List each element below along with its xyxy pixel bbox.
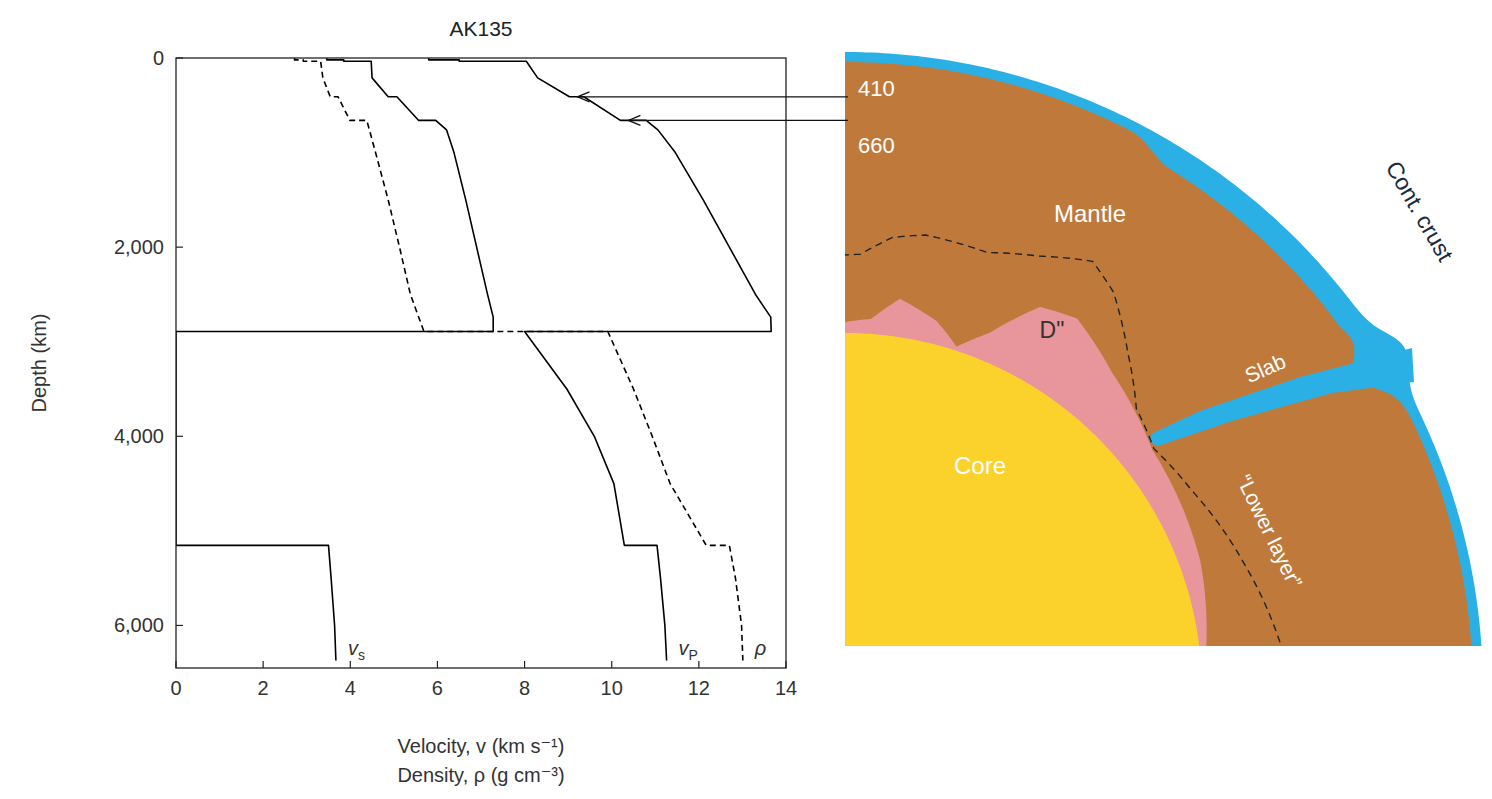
annotation-arrow: [577, 96, 848, 97]
x-tick: [785, 661, 786, 668]
series-line: [429, 58, 771, 661]
annotation-label: 410: [858, 76, 895, 101]
diagram-label: Mantle: [1054, 200, 1126, 227]
chart-title: AK135: [449, 17, 512, 40]
diagram-label: “Lower layer”: [1233, 471, 1307, 591]
annotation-arrowhead: [577, 92, 589, 102]
diagram-label: D": [1040, 317, 1065, 343]
diagram-label: Core: [954, 452, 1006, 479]
plot-frame: [176, 58, 786, 668]
x-axis-title: Velocity, v (km s⁻¹): [398, 735, 565, 757]
y-tick: [176, 436, 183, 437]
chart: AK135 0 2 4 6 8 10 12 14 0 2,000 4,000 6,000 Velocity…: [28, 17, 797, 786]
x-tick-label: 10: [601, 677, 623, 699]
diagram-label: Cont. crust: [1381, 156, 1459, 266]
x-tick: [350, 661, 351, 668]
mantle: [845, 62, 1473, 646]
y-tick: [176, 625, 183, 626]
y-tick: [176, 247, 183, 248]
series-label: vs: [348, 637, 365, 663]
earth-diagram: [845, 52, 1483, 646]
x-tick: [175, 661, 176, 668]
annotation-arrowhead: [628, 115, 640, 125]
annotation-arrow: [628, 120, 848, 121]
core: [845, 333, 1202, 646]
x-tick-label: 12: [688, 677, 710, 699]
x-tick-label: 14: [775, 677, 797, 699]
y-tick-label: 0: [153, 47, 164, 69]
y-tick-label: 2,000: [114, 236, 164, 258]
x-tick: [698, 661, 699, 668]
series-line: [295, 58, 743, 661]
series-label: ρ: [754, 637, 766, 659]
lower-layer-boundary: [845, 235, 1285, 646]
x-tick-label: 4: [345, 677, 356, 699]
crust: [845, 52, 1483, 646]
d-double-prime: [845, 299, 1207, 646]
x-tick: [611, 661, 612, 668]
series-label-sub: s: [358, 647, 365, 663]
x-tick: [437, 661, 438, 668]
series-label: vP: [679, 637, 698, 663]
x-tick-label: 8: [519, 677, 530, 699]
y-axis-title: Depth (km): [28, 314, 50, 413]
slab: [1150, 348, 1414, 446]
figure: AK135 0 2 4 6 8 10 12 14 0 2,000 4,000 6,000 Velocity…: [0, 0, 1492, 799]
annotation-label: 660: [858, 133, 895, 158]
series-label-sub: P: [689, 647, 698, 663]
x-tick: [263, 661, 264, 668]
series-label-main: ρ: [754, 637, 766, 659]
y-tick-label: 6,000: [114, 614, 164, 636]
y-tick: [176, 57, 183, 58]
diagram-label: Slab: [1241, 349, 1289, 387]
x-tick-label: 6: [432, 677, 443, 699]
x-tick-label: 0: [170, 677, 181, 699]
series-line: [176, 58, 493, 661]
x-tick-label: 2: [258, 677, 269, 699]
x-axis-title: Density, ρ (g cm⁻³): [397, 764, 564, 786]
series-group: [176, 58, 771, 661]
y-tick-label: 4,000: [114, 425, 164, 447]
x-tick: [524, 661, 525, 668]
